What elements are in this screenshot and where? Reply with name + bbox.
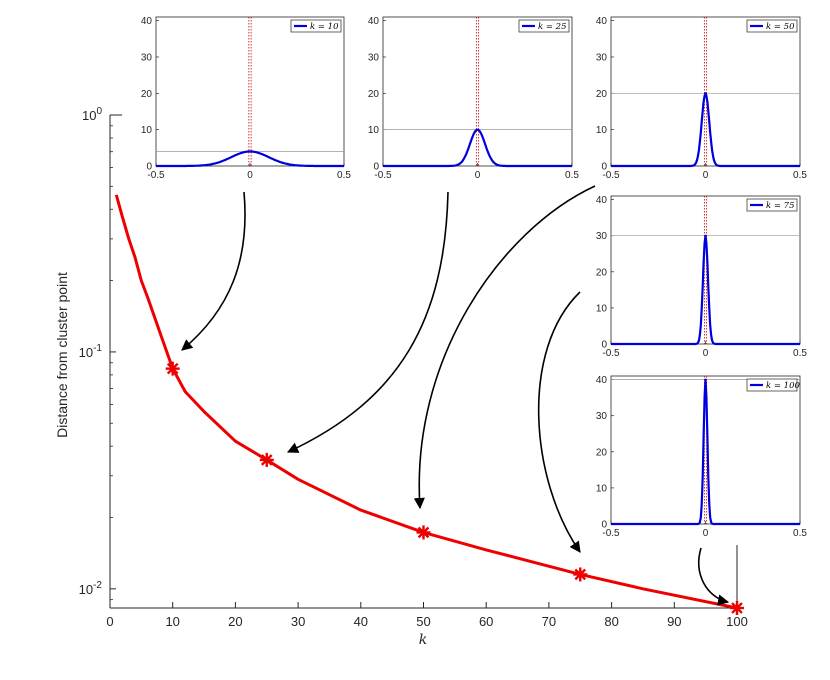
connector-arrow [181, 191, 246, 351]
x-tick-label: 70 [542, 614, 556, 629]
inset-frame [155, 16, 345, 167]
x-tick-label: 0 [106, 614, 113, 629]
asterisk-marker [573, 567, 588, 582]
distance-curve [114, 194, 738, 610]
inset-y-tick-label: 30 [596, 231, 608, 242]
inset-frame [382, 16, 573, 167]
inset-x-tick-label: -0.5 [374, 170, 392, 181]
y-axis-label: Distance from cluster point [54, 272, 70, 438]
x-tick-label: 80 [604, 614, 618, 629]
connector-arrow [537, 291, 581, 553]
y-tick-label: 10-2 [79, 580, 103, 597]
asterisk-marker [165, 361, 180, 376]
inset-y-tick-label: 30 [141, 52, 153, 63]
legend-label: k = 100 [766, 381, 800, 391]
inset-x-tick-label: 0.5 [793, 528, 807, 539]
inset-y-tick-label: 0 [601, 162, 607, 173]
inset-y-tick-label: 40 [368, 16, 380, 27]
inset-y-tick-label: 30 [596, 411, 608, 422]
inset-legend: k = 25 [518, 19, 570, 33]
inset-y-tick-label: 40 [596, 16, 608, 27]
inset-y-tick-label: 10 [368, 125, 380, 136]
inset-x-tick-label: -0.5 [602, 528, 620, 539]
inset-density-curve [610, 378, 801, 526]
inset-y-tick-label: 30 [596, 52, 608, 63]
inset-x-tick-label: -0.5 [602, 170, 620, 181]
inset-y-tick-label: 0 [601, 520, 607, 531]
main-series [114, 194, 738, 610]
inset-frame [610, 195, 801, 345]
asterisk-marker [730, 601, 744, 615]
legend-label: k = 25 [538, 22, 567, 32]
inset-x-tick-label: 0 [247, 170, 253, 181]
inset-x-tick-label: 0 [703, 528, 709, 539]
x-tick-label: 20 [228, 614, 242, 629]
inset-x-tick-label: 0 [475, 170, 481, 181]
x-tick-label: 50 [416, 614, 430, 629]
legend-label: k = 75 [766, 201, 795, 211]
inset-x-tick-label: 0.5 [337, 170, 351, 181]
inset-density-curve [382, 128, 573, 168]
inset-y-tick-label: 30 [368, 52, 380, 63]
x-axis-label: k [419, 632, 427, 648]
main-axes [109, 114, 738, 609]
inset-legend: k = 100 [746, 378, 800, 392]
inset-x-tick-label: 0 [703, 348, 709, 359]
x-tick-label: 100 [726, 614, 748, 629]
inset-legend: k = 75 [746, 198, 798, 212]
inset-y-tick-label: 10 [596, 125, 608, 136]
inset-legend: k = 10 [290, 19, 342, 33]
inset-frame [610, 16, 801, 167]
inset-y-tick-label: 40 [596, 375, 608, 386]
inset-y-tick-label: 20 [141, 89, 153, 100]
inset-y-tick-label: 40 [141, 16, 153, 27]
inset-density-curve [610, 92, 801, 168]
y-tick-label: 100 [82, 106, 102, 123]
asterisk-marker [416, 525, 431, 540]
asterisk-marker [259, 452, 274, 467]
inset-x-tick-label: 0.5 [793, 170, 807, 181]
x-tick-label: 40 [354, 614, 368, 629]
inset-density-curve [155, 150, 345, 168]
inset-y-tick-label: 0 [373, 162, 379, 173]
connector-arrow [698, 547, 730, 606]
arrows [181, 185, 730, 606]
inset-y-tick-label: 10 [596, 483, 608, 494]
main-markers [165, 361, 744, 615]
inset-x-tick-label: 0.5 [565, 170, 579, 181]
inset-y-tick-label: 20 [368, 89, 380, 100]
x-tick-label: 90 [667, 614, 681, 629]
inset-y-tick-label: 40 [596, 195, 608, 206]
inset-y-tick-label: 0 [601, 340, 607, 351]
inset-y-tick-label: 20 [596, 267, 608, 278]
connector-arrow [413, 185, 596, 510]
inset-y-tick-label: 0 [146, 162, 152, 173]
x-tick-label: 30 [291, 614, 305, 629]
x-tick-label: 10 [165, 614, 179, 629]
connector-arrow [286, 191, 449, 453]
inset-y-tick-label: 10 [141, 125, 153, 136]
inset-x-tick-label: 0.5 [793, 348, 807, 359]
y-tick-label: 10-1 [79, 343, 103, 360]
inset-x-tick-label: -0.5 [147, 170, 165, 181]
legend-label: k = 10 [310, 22, 339, 32]
inset-y-tick-label: 20 [596, 447, 608, 458]
x-tick-label: 60 [479, 614, 493, 629]
inset-density-curve [610, 234, 801, 346]
inset-legend: k = 50 [746, 19, 798, 33]
legend-label: k = 50 [766, 22, 795, 32]
inset-x-tick-label: -0.5 [602, 348, 620, 359]
inset-x-tick-label: 0 [703, 170, 709, 181]
inset-y-tick-label: 10 [596, 303, 608, 314]
inset-y-tick-label: 20 [596, 89, 608, 100]
